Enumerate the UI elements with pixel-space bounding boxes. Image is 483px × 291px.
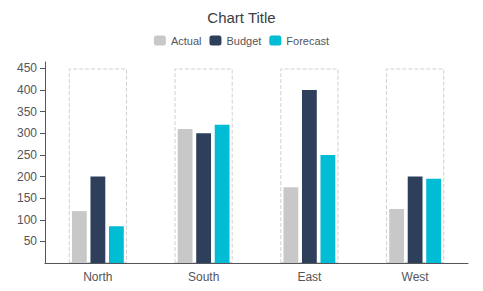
svg-text:200: 200 (17, 170, 37, 184)
svg-text:350: 350 (17, 105, 37, 119)
svg-text:250: 250 (17, 148, 37, 162)
svg-text:North: North (83, 270, 112, 284)
svg-text:South: South (188, 270, 219, 284)
svg-text:300: 300 (17, 126, 37, 140)
svg-text:50: 50 (24, 234, 38, 248)
svg-text:450: 450 (17, 61, 37, 75)
svg-text:150: 150 (17, 191, 37, 205)
svg-text:Budget: Budget (226, 35, 261, 47)
svg-text:Actual: Actual (171, 35, 202, 47)
svg-text:Chart Title: Chart Title (207, 9, 275, 26)
svg-text:East: East (297, 270, 322, 284)
svg-text:West: West (402, 270, 430, 284)
svg-text:100: 100 (17, 213, 37, 227)
svg-text:400: 400 (17, 83, 37, 97)
svg-text:Forecast: Forecast (286, 35, 329, 47)
